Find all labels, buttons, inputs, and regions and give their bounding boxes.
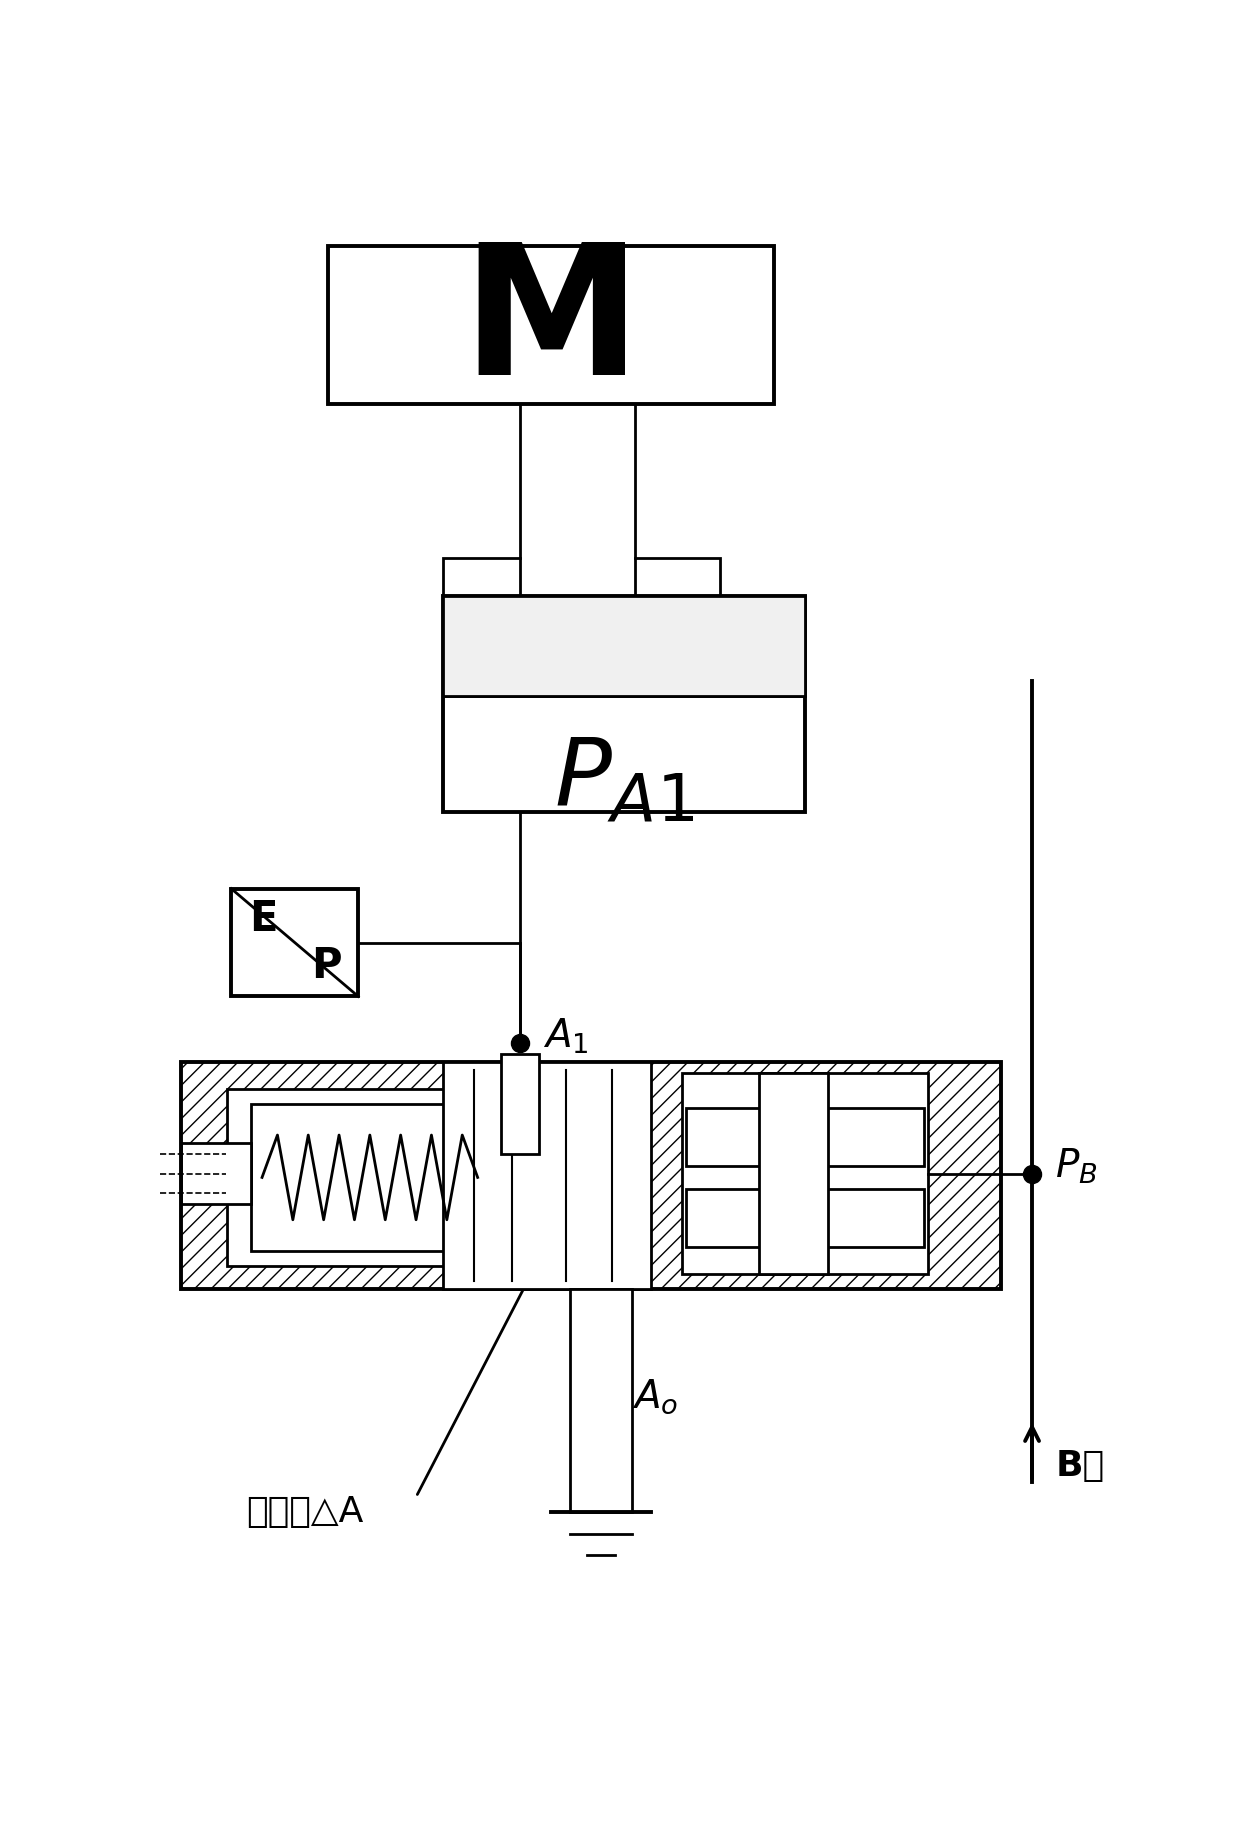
Text: B口: B口 — [1055, 1449, 1105, 1484]
Bar — [686, 1108, 924, 1167]
Bar — [443, 596, 805, 811]
Text: M: M — [461, 237, 641, 412]
Text: 面积差△A: 面积差△A — [247, 1495, 365, 1529]
Bar — [231, 888, 358, 997]
Bar — [443, 558, 520, 596]
Text: P: P — [311, 946, 342, 988]
Bar — [181, 1143, 250, 1205]
Bar — [443, 596, 805, 696]
Text: $A_1$: $A_1$ — [543, 1017, 589, 1056]
Bar — [759, 1074, 828, 1274]
Bar — [327, 246, 774, 403]
Bar — [570, 1289, 631, 1513]
Text: $P_B$: $P_B$ — [1055, 1147, 1097, 1185]
Bar — [181, 1063, 1001, 1289]
Bar — [635, 558, 720, 596]
Bar — [682, 1074, 928, 1274]
Bar — [250, 1105, 481, 1251]
Bar — [443, 1063, 651, 1289]
Text: E: E — [249, 899, 278, 941]
Bar — [227, 1088, 505, 1265]
Bar — [443, 596, 805, 696]
Text: $A_o$: $A_o$ — [631, 1378, 678, 1416]
Bar — [501, 1054, 539, 1154]
Bar — [686, 1189, 924, 1247]
Text: $P_{A1}$: $P_{A1}$ — [554, 735, 694, 828]
